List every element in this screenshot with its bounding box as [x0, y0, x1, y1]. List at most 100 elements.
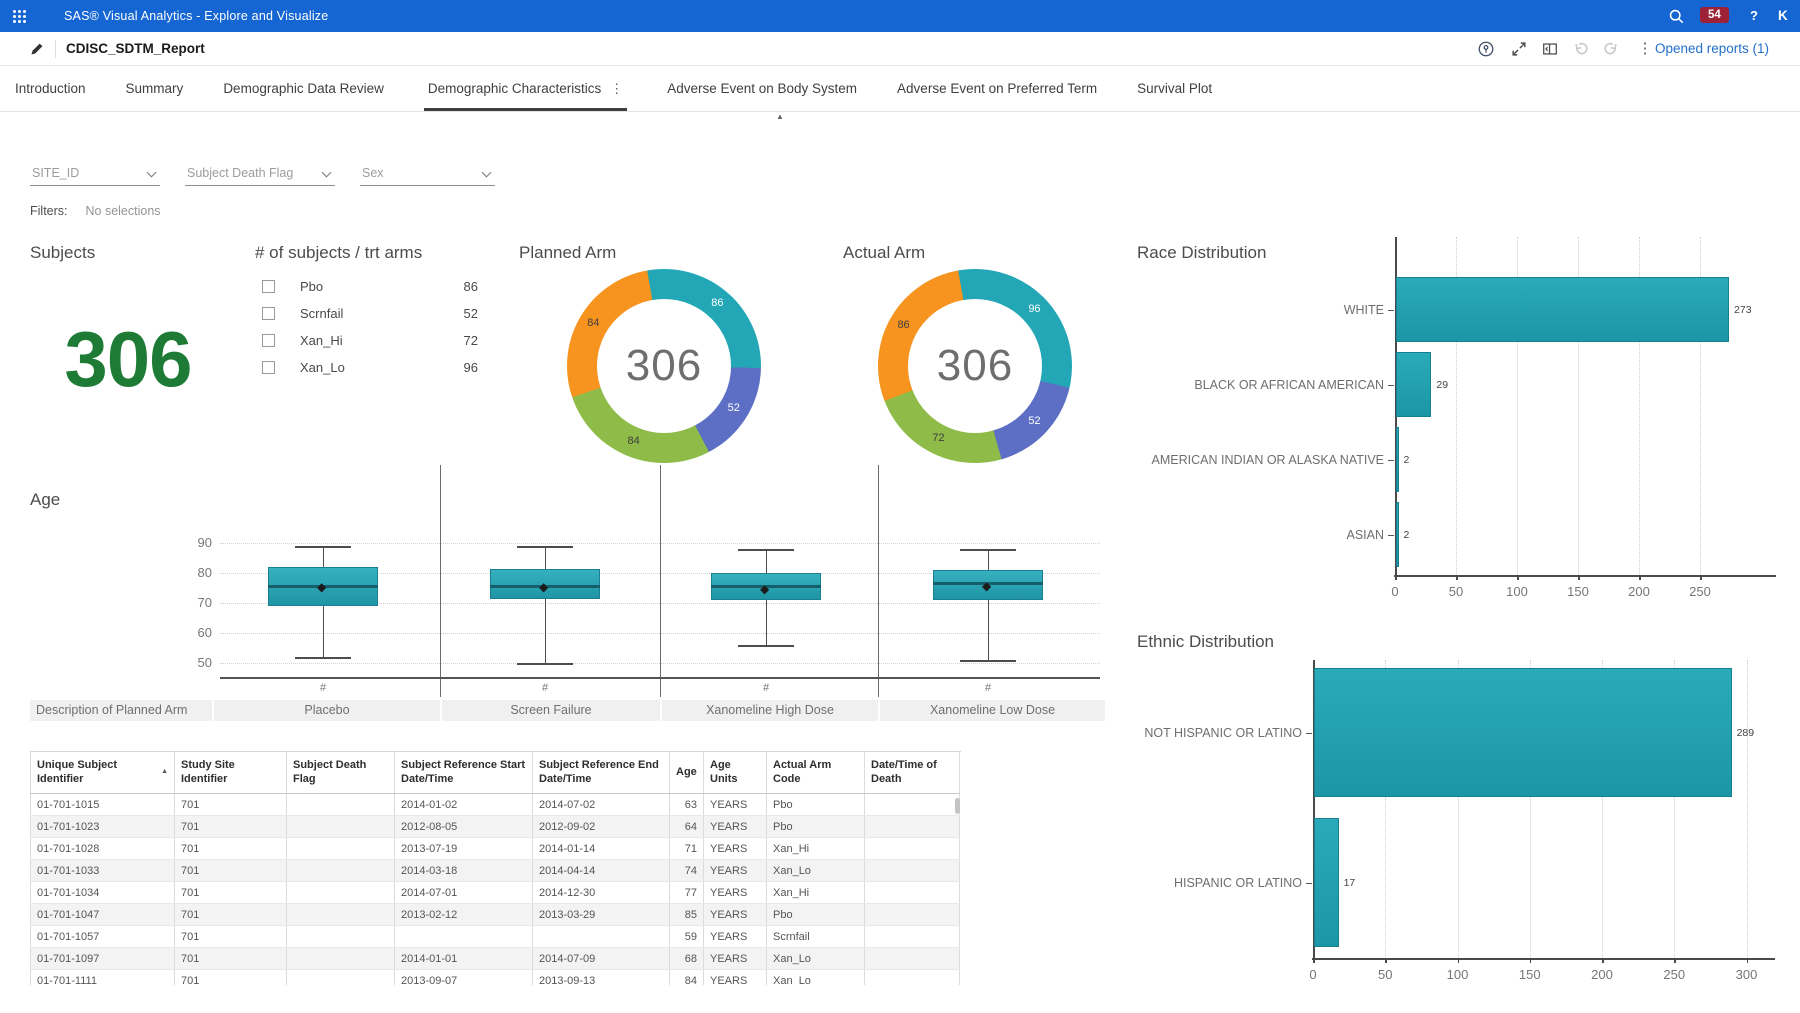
tab-survival-plot[interactable]: Survival Plot	[1137, 66, 1212, 111]
column-header-date-time-of-death[interactable]: Date/Time of Death	[865, 752, 960, 793]
table-row[interactable]: 01-701-1023 701 2012-08-05 2012-09-02 64 YEAR…	[30, 816, 960, 838]
table-cell: Xan_Hi	[767, 838, 865, 859]
trt-arm-label: Pbo	[300, 279, 324, 294]
edit-pencil-icon[interactable]	[28, 40, 46, 58]
x-tick-label: 0	[1309, 967, 1317, 982]
table-row[interactable]: 01-701-1028 701 2013-07-19 2014-01-14 71 YEAR…	[30, 838, 960, 860]
trt-arm-row-pbo[interactable]: Pbo 86	[255, 278, 480, 305]
x-tick-label: 0	[1391, 584, 1399, 599]
column-header-age-units[interactable]: Age Units	[704, 752, 767, 793]
table-cell: Xan_Lo	[767, 860, 865, 881]
checkbox[interactable]	[262, 334, 275, 347]
table-row[interactable]: 01-701-1047 701 2013-02-12 2013-03-29 85 YEAR…	[30, 904, 960, 926]
table-row[interactable]: 01-701-1111 701 2013-09-07 2013-09-13 84 YEAR…	[30, 970, 960, 985]
category-tick	[1388, 534, 1394, 536]
column-header-subject-death-flag[interactable]: Subject Death Flag	[287, 752, 395, 793]
planned-arm-donut[interactable]: 306 86 52 84 84	[567, 269, 761, 463]
whisker-cap-top	[738, 549, 794, 551]
notification-badge[interactable]: 54	[1700, 7, 1729, 23]
table-row[interactable]: 01-701-1015 701 2014-01-02 2014-07-02 63 YEAR…	[30, 794, 960, 816]
table-cell: 71	[670, 838, 704, 859]
trt-arm-label: Scrnfail	[300, 306, 344, 321]
whisker-cap-top	[960, 549, 1016, 551]
more-options-icon[interactable]: ⋮	[1637, 40, 1653, 57]
column-header-age[interactable]: Age	[670, 752, 704, 793]
subject-death-flag-dropdown[interactable]: Subject Death Flag	[185, 156, 335, 186]
sex-dropdown[interactable]: Sex	[360, 156, 495, 186]
x-tick-label: 300	[1735, 967, 1758, 982]
trt-arm-value: 96	[463, 360, 478, 375]
table-row[interactable]: 01-701-1097 701 2014-01-01 2014-07-09 68 YEAR…	[30, 948, 960, 970]
bar-hispanic-or-latino[interactable]	[1314, 818, 1339, 947]
chevron-down-icon	[146, 167, 157, 178]
search-icon[interactable]	[1668, 8, 1685, 25]
tab-adverse-event-on-preferred-term[interactable]: Adverse Event on Preferred Term	[897, 66, 1097, 111]
bar-american-indian-or-alaska-native[interactable]	[1396, 427, 1399, 492]
table-scrollbar-thumb[interactable]	[955, 798, 960, 814]
tab-introduction[interactable]: Introduction	[15, 66, 86, 111]
column-header-label: Age	[676, 765, 697, 778]
app-launcher-icon[interactable]	[13, 10, 26, 23]
pin-circle-icon[interactable]	[1477, 40, 1495, 58]
table-cell: 85	[670, 904, 704, 925]
table-cell: YEARS	[704, 794, 767, 815]
race-distribution-chart: 0 50 100 150 200 250 273 WHITE 29 BLACK OR AFRICA…	[1130, 237, 1790, 602]
tab-menu-icon[interactable]: ⋮	[610, 81, 624, 96]
site-id-dropdown[interactable]: SITE_ID	[30, 156, 160, 186]
trt-arm-row-xan-lo[interactable]: Xan_Lo 96	[255, 359, 480, 386]
bar-black-or-african-american[interactable]	[1396, 352, 1432, 417]
checkbox[interactable]	[262, 280, 275, 293]
actual-arm-donut[interactable]: 306 96 52 72 86	[878, 269, 1072, 463]
box-screen-failure[interactable]	[490, 568, 600, 599]
x-tick-label: 50	[1378, 967, 1393, 982]
tab-demographic-characteristics[interactable]: Demographic Characteristics ⋮	[423, 66, 628, 111]
category-tick	[1388, 384, 1394, 386]
tab-adverse-event-on-body-system[interactable]: Adverse Event on Body System	[667, 66, 857, 111]
donut-center-total: 306	[597, 299, 731, 433]
category-label: NOT HISPANIC OR LATINO	[1144, 725, 1302, 740]
dropdown-placeholder: Subject Death Flag	[187, 166, 294, 180]
x-tick-label: 250	[1663, 967, 1686, 982]
bar-white[interactable]	[1396, 277, 1730, 342]
help-icon[interactable]: ?	[1750, 8, 1758, 23]
gridline	[1700, 237, 1701, 575]
x-tick-label: 200	[1591, 967, 1613, 982]
filters-label: Filters:	[30, 204, 68, 218]
table-cell: YEARS	[704, 948, 767, 969]
bar-asian[interactable]	[1396, 502, 1399, 567]
table-cell: 74	[670, 860, 704, 881]
trt-arm-row-xan-hi[interactable]: Xan_Hi 72	[255, 332, 480, 359]
column-header-unique-subject-identifier[interactable]: Unique Subject Identifier ▲	[30, 752, 175, 793]
column-header-study-site-identifier[interactable]: Study Site Identifier	[175, 752, 287, 793]
avatar[interactable]: K	[1778, 8, 1788, 23]
column-header-actual-arm-code[interactable]: Actual Arm Code	[767, 752, 865, 793]
table-cell: 2013-07-19	[395, 838, 533, 859]
table-row[interactable]: 01-701-1034 701 2014-07-01 2014-12-30 77 YEAR…	[30, 882, 960, 904]
mean-marker: ◆	[982, 578, 992, 593]
tab-summary[interactable]: Summary	[126, 66, 184, 111]
table-cell	[865, 860, 960, 881]
trt-arm-row-scrnfail[interactable]: Scrnfail 52	[255, 305, 480, 332]
opened-reports-link[interactable]: Opened reports (1)	[1655, 41, 1770, 56]
category-tick	[1388, 459, 1394, 461]
band-row-header: Description of Planned Arm	[30, 700, 212, 721]
tab-demographic-data-review[interactable]: Demographic Data Review	[223, 66, 384, 111]
bar-not-hispanic-or-latino[interactable]	[1314, 668, 1732, 797]
table-row[interactable]: 01-701-1033 701 2014-03-18 2014-04-14 74 YEAR…	[30, 860, 960, 882]
y-tick-label: 90	[197, 535, 212, 550]
column-header-subject-reference-start-date-time[interactable]: Subject Reference Start Date/Time	[395, 752, 533, 793]
checkbox[interactable]	[262, 361, 275, 374]
panel-toggle-icon[interactable]	[1541, 40, 1559, 58]
axis-tick	[1529, 958, 1532, 963]
whisker-cap-bottom	[295, 657, 351, 659]
table-cell	[287, 926, 395, 947]
column-header-subject-reference-end-date-time[interactable]: Subject Reference End Date/Time	[533, 752, 670, 793]
expand-icon[interactable]	[1510, 40, 1528, 58]
checkbox[interactable]	[262, 307, 275, 320]
table-row[interactable]: 01-701-1057 701 59 YEARS Scrnfail	[30, 926, 960, 948]
table-cell: 64	[670, 816, 704, 837]
collapse-prompt-caret-icon[interactable]: ▲	[776, 112, 784, 121]
table-cell	[865, 882, 960, 903]
table-cell	[287, 970, 395, 985]
box-xanomeline-low-dose[interactable]	[933, 570, 1043, 600]
